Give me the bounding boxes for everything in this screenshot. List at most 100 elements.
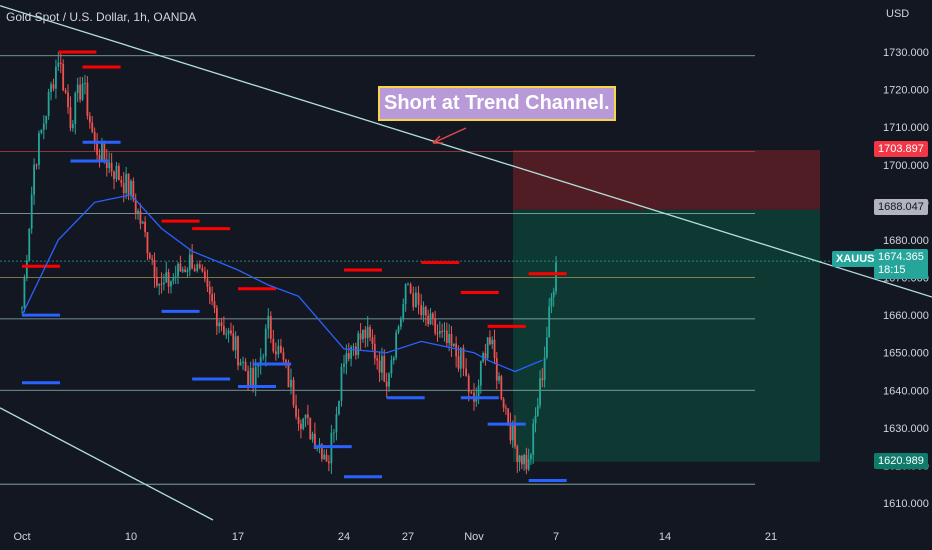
candle-body <box>352 346 355 348</box>
annotation-label[interactable]: Short at Trend Channel. <box>378 86 616 121</box>
candle-body <box>167 272 170 287</box>
candle-body <box>33 164 36 195</box>
candle-body <box>267 315 270 329</box>
y-tick-label: 1710.000 <box>883 122 929 134</box>
candle-body <box>371 337 374 344</box>
candle-body <box>215 307 218 327</box>
candle-body <box>201 268 204 272</box>
candle-body <box>509 423 512 441</box>
candle-body <box>392 357 395 361</box>
candle-body <box>153 260 156 278</box>
candle-body <box>404 284 407 305</box>
candle-body <box>465 368 467 376</box>
x-tick-label: 10 <box>125 531 137 543</box>
candle-body <box>385 381 388 387</box>
candle-body <box>69 107 72 129</box>
candle-body <box>536 405 539 416</box>
candle-body <box>543 357 546 380</box>
trend-line <box>0 407 214 521</box>
candle-body <box>239 361 242 366</box>
candle-body <box>222 326 225 335</box>
candle-body <box>230 330 232 334</box>
candle-body <box>366 327 369 339</box>
candle-body <box>249 367 252 387</box>
candle-body <box>434 318 437 334</box>
x-tick-label: 17 <box>232 531 244 543</box>
candle-body <box>402 304 405 319</box>
candle-body <box>208 286 211 295</box>
candle-body <box>262 356 265 358</box>
candle-body <box>148 253 151 259</box>
candle-body <box>422 307 425 316</box>
stop-price-tag: 1703.897 <box>874 141 928 157</box>
candle-body <box>424 307 427 316</box>
candle-body <box>383 356 386 382</box>
candle-body <box>274 351 277 355</box>
candle-body <box>323 454 326 459</box>
candle-body <box>415 292 417 308</box>
candle-body <box>450 334 453 347</box>
candle-body <box>122 182 125 194</box>
candle-body <box>417 292 420 305</box>
candle-body <box>304 414 307 419</box>
candle-body <box>395 332 398 358</box>
candle-body <box>545 337 548 358</box>
position-zones <box>513 150 820 462</box>
candle-body <box>38 132 40 165</box>
candle-body <box>452 343 455 347</box>
candle-body <box>354 346 357 356</box>
candle-body <box>335 414 338 433</box>
candle-body <box>277 345 280 355</box>
target-zone <box>513 209 820 462</box>
candle-body <box>213 301 216 308</box>
candle-body <box>292 379 295 406</box>
price-axis[interactable]: 1730.0001720.0001710.0001700.0001690.000… <box>883 47 929 510</box>
candle-body <box>548 306 551 338</box>
candle-body <box>254 366 257 388</box>
trend-lines <box>0 5 932 521</box>
candle-body <box>172 277 175 282</box>
candle-body <box>144 221 147 233</box>
x-tick-label: 24 <box>338 531 350 543</box>
candle-body <box>495 357 498 381</box>
candle-body <box>523 455 526 465</box>
candle-body <box>137 210 139 214</box>
candle-body <box>511 425 514 441</box>
candle-body <box>158 283 161 286</box>
candle-body <box>96 141 98 155</box>
candle-body <box>302 418 305 429</box>
candle-body <box>467 375 470 393</box>
y-tick-label: 1640.000 <box>883 385 929 397</box>
candle-body <box>530 454 532 460</box>
symbol-tag: XAUUSD <box>832 251 887 267</box>
sr-segments <box>22 50 567 482</box>
candle-body <box>160 283 163 285</box>
candle-body <box>484 353 487 359</box>
time-axis[interactable]: Oct 10 17 24 27 Nov 7 14 21 <box>13 531 777 543</box>
candle-body <box>327 461 330 464</box>
candle-body <box>486 337 489 359</box>
candle-body <box>115 165 118 180</box>
candle-body <box>151 258 154 261</box>
candle-body <box>35 164 38 166</box>
candle-body <box>409 284 412 294</box>
candle-body <box>300 423 302 429</box>
candle-body <box>127 173 130 195</box>
trend-line <box>0 5 932 298</box>
candle-body <box>287 362 290 388</box>
last-price-value: 1674.365 <box>878 251 924 263</box>
candle-body <box>139 210 142 224</box>
candle-body <box>211 294 214 302</box>
candle-body <box>50 84 52 92</box>
candle-body <box>163 282 165 285</box>
annotation-arrow <box>432 127 467 144</box>
candle-body <box>500 376 503 399</box>
candle-body <box>436 333 439 335</box>
candle-body <box>193 268 196 272</box>
candle-body <box>120 179 123 183</box>
candle-body <box>174 276 177 278</box>
candle-body <box>79 84 82 100</box>
candle-body <box>338 400 340 415</box>
candle-body <box>191 254 194 269</box>
